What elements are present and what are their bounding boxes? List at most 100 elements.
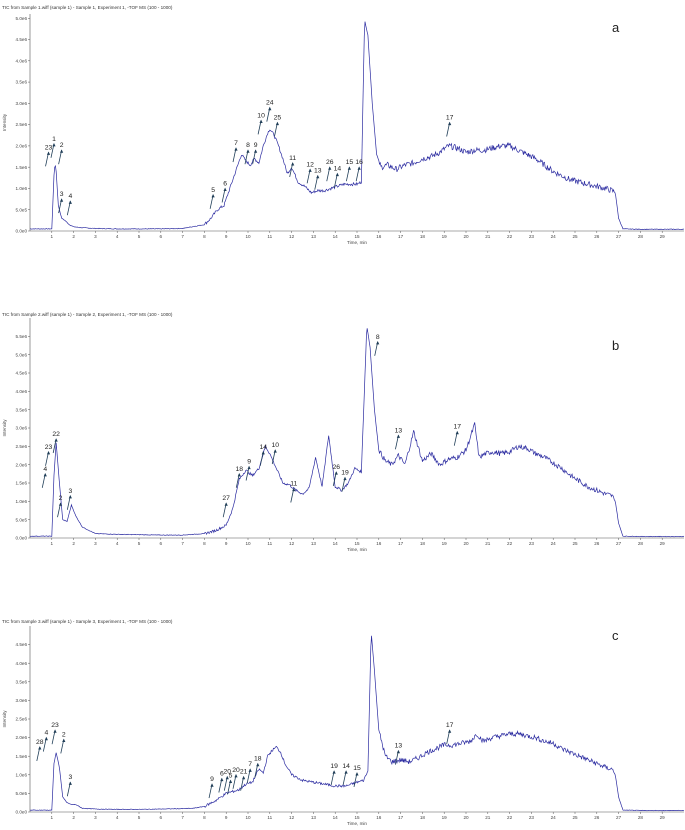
x-tick-label: 15 [354, 815, 360, 820]
peak-label: 18 [254, 756, 262, 763]
x-tick-label: 28 [638, 815, 644, 820]
x-tick-label: 29 [660, 815, 666, 820]
x-tick-label: 19 [442, 234, 448, 239]
peak-label: 18 [235, 466, 243, 473]
x-tick-label: 12 [289, 541, 295, 546]
panel-letter: a [612, 20, 620, 35]
peak-label: 7 [234, 140, 238, 147]
peak-label: 23 [45, 144, 53, 151]
x-tick-label: 8 [203, 815, 206, 820]
x-tick-label: 9 [225, 541, 228, 546]
x-tick-label: 25 [572, 234, 578, 239]
peak-arrowhead [343, 476, 347, 481]
x-tick-label: 2 [72, 541, 75, 546]
x-tick-label: 25 [572, 541, 578, 546]
x-tick-label: 23 [529, 234, 535, 239]
peak-label: 6 [220, 771, 224, 778]
y-tick-label: 5.0e5 [16, 517, 28, 522]
x-tick-label: 10 [245, 815, 251, 820]
chart-panel-c: TIC from Sample 3.wiff (sample 1) - Samp… [2, 619, 685, 826]
peak-label: 14 [334, 166, 342, 173]
x-tick-label: 28 [638, 234, 644, 239]
x-tick-label: 17 [398, 815, 404, 820]
peak-arrowhead [248, 768, 252, 772]
y-tick-label: 4.0e6 [16, 389, 28, 394]
y-tick-label: 1.5e6 [16, 754, 28, 759]
x-tick-label: 14 [333, 815, 339, 820]
y-tick-label: 5.0e5 [16, 207, 28, 212]
x-tick-label: 29 [660, 234, 666, 239]
x-tick-label: 18 [420, 815, 426, 820]
peak-label: 5 [229, 772, 233, 779]
peak-label: 4 [44, 730, 48, 737]
x-tick-label: 20 [463, 541, 469, 546]
y-tick-label: 1.5e6 [16, 165, 28, 170]
peak-label: 14 [342, 763, 350, 770]
peak-arrowhead [268, 106, 272, 111]
peak-label: 15 [353, 765, 361, 772]
peak-arrowhead [68, 495, 72, 499]
x-tick-label: 24 [551, 815, 557, 820]
y-tick-label: 4.5e6 [16, 371, 28, 376]
x-tick-label: 3 [94, 541, 97, 546]
peak-arrowhead [242, 775, 246, 780]
peak-arrowhead [376, 341, 380, 345]
tic-trace [29, 635, 685, 812]
peak-label: 4 [68, 193, 72, 200]
peak-arrowhead [335, 172, 339, 177]
x-tick-label: 12 [289, 234, 295, 239]
peak-arrowhead [228, 779, 233, 783]
x-tick-label: 19 [442, 815, 448, 820]
peak-label: 15 [346, 159, 354, 166]
x-tick-label: 26 [594, 541, 600, 546]
peak-arrowhead [234, 774, 238, 778]
peak-label: 14 [259, 444, 267, 451]
peak-label: 22 [52, 431, 60, 438]
x-tick-label: 3 [94, 815, 97, 820]
x-tick-label: 18 [420, 541, 426, 546]
y-tick-label: 2.5e6 [16, 717, 28, 722]
x-tick-label: 1 [51, 234, 54, 239]
peak-label: 11 [290, 481, 297, 488]
y-tick-label: 3.0e6 [16, 698, 28, 703]
x-tick-label: 5 [138, 234, 141, 239]
peak-label: 20 [224, 769, 232, 776]
y-tick-label: 1.0e6 [16, 772, 28, 777]
x-tick-label: 7 [181, 234, 184, 239]
peak-label: 3 [60, 191, 64, 198]
x-tick-label: 21 [485, 234, 491, 239]
peak-label: 13 [395, 743, 403, 750]
peak-label: 23 [45, 444, 53, 451]
peak-arrowhead [210, 783, 214, 787]
peak-arrowhead [54, 438, 58, 442]
y-tick-label: 0.0e0 [16, 229, 28, 234]
x-tick-label: 18 [420, 234, 426, 239]
y-axis-label: Intensity [2, 113, 7, 131]
y-tick-label: 3.5e6 [16, 80, 28, 85]
y-tick-label: 5.0e5 [16, 791, 28, 796]
peak-label: 6 [223, 180, 227, 187]
x-tick-label: 2 [72, 234, 75, 239]
peak-label: 13 [395, 427, 403, 434]
y-tick-label: 2.0e6 [16, 462, 28, 467]
x-tick-label: 27 [616, 815, 622, 820]
chart-panel-a: TIC from Sample 1.wiff (sample 1) - Samp… [2, 5, 685, 245]
x-tick-label: 16 [376, 541, 382, 546]
peak-label: 26 [333, 464, 341, 471]
peak-label: 7 [248, 761, 252, 768]
y-tick-label: 0.0e0 [16, 810, 28, 815]
x-tick-label: 10 [245, 541, 251, 546]
y-tick-label: 3.5e6 [16, 407, 28, 412]
x-tick-label: 28 [638, 541, 644, 546]
peak-label: 13 [314, 168, 322, 175]
x-tick-label: 13 [311, 815, 317, 820]
x-tick-label: 1 [51, 815, 54, 820]
peak-arrowhead [275, 121, 280, 126]
peak-label: 24 [266, 100, 274, 107]
x-axis-label: Time, min [347, 821, 367, 826]
peak-arrowhead [46, 451, 51, 455]
peak-label: 3 [68, 774, 72, 781]
y-axis-label: Intensity [2, 419, 7, 437]
peak-arrowhead [256, 762, 260, 767]
